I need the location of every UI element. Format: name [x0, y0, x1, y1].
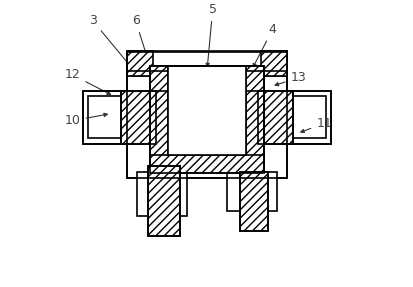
Bar: [245, 66, 263, 173]
Bar: [83, 91, 127, 144]
Bar: [150, 66, 168, 91]
Bar: [150, 66, 263, 173]
Bar: [127, 52, 286, 178]
Text: 3: 3: [89, 14, 131, 67]
Bar: [148, 166, 179, 236]
Bar: [286, 91, 330, 144]
Bar: [127, 51, 152, 76]
Bar: [137, 172, 187, 216]
Bar: [127, 52, 286, 178]
Text: 13: 13: [274, 71, 306, 86]
Bar: [245, 66, 263, 91]
Bar: [226, 172, 276, 211]
Text: 4: 4: [252, 23, 276, 67]
Bar: [239, 172, 268, 231]
Bar: [150, 66, 263, 91]
Bar: [148, 166, 179, 236]
Text: 5: 5: [206, 3, 216, 67]
Bar: [121, 91, 150, 144]
Bar: [261, 51, 286, 76]
Bar: [83, 91, 155, 144]
Bar: [150, 155, 263, 173]
Text: 6: 6: [131, 14, 153, 75]
Bar: [168, 66, 245, 155]
Bar: [127, 51, 286, 76]
Bar: [150, 66, 168, 173]
Bar: [263, 91, 292, 144]
Text: 12: 12: [65, 69, 110, 94]
Bar: [88, 96, 121, 138]
Bar: [292, 96, 325, 138]
Bar: [239, 172, 268, 231]
Bar: [258, 91, 330, 144]
Text: 11: 11: [300, 117, 331, 133]
Text: 10: 10: [65, 113, 107, 127]
